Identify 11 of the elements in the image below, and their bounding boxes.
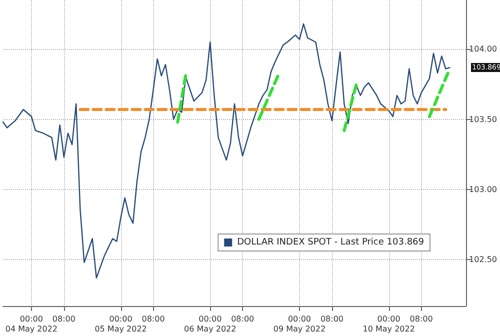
x-tick-label: 08:00 <box>320 314 344 324</box>
y-tick-label: 103.00 <box>469 184 498 194</box>
y-tick-label: 103.50 <box>469 114 498 124</box>
y-tick-label: 104.00 <box>469 44 498 54</box>
x-tick-label: 08:00 <box>231 314 254 324</box>
legend-label: DOLLAR INDEX SPOT - Last Price 103.869 <box>237 238 424 248</box>
x-tick-label: 08:00 <box>52 314 76 324</box>
line-series <box>2 23 450 279</box>
x-tick-label: 08:00 <box>142 314 165 324</box>
x-tick-label: 08:00 <box>410 314 433 324</box>
y-tick-label: 102.50 <box>469 255 498 264</box>
